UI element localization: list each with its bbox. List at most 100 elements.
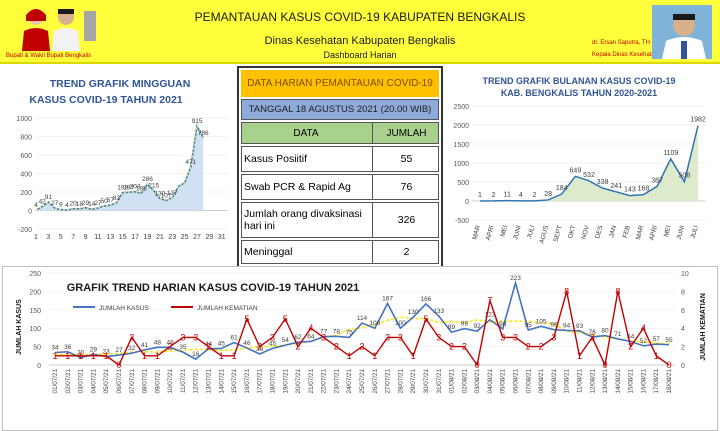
case-data-label: 99	[461, 321, 469, 328]
x-tick-label: NOV	[581, 224, 592, 240]
x-tick-label: 18/07/21	[269, 369, 276, 394]
page-title: PEMANTAUAN KASUS COVID-19 KABUPATEN BENG…	[194, 10, 526, 24]
case-data-label: 45	[269, 340, 277, 347]
case-data-label: 23	[103, 349, 111, 356]
x-tick-label: 22/07/21	[321, 369, 328, 394]
x-tick-label: SEPT	[553, 225, 564, 243]
data-label: 28	[544, 191, 552, 198]
death-data-label: 0	[116, 360, 121, 370]
daily-chart-panel: 0 50 100 150 200 250 0 2 4 6 8 10 JUMLAH KASUS JUMLAH…	[2, 266, 718, 431]
monthly-line	[479, 125, 699, 202]
case-data-label: 45	[218, 340, 226, 347]
case-data-label: 30	[256, 346, 264, 353]
death-data-label: 5	[423, 314, 428, 324]
y-tick-label: 2500	[453, 104, 469, 111]
case-data-label: 32	[128, 345, 136, 352]
case-data-label: 48	[167, 339, 175, 346]
data-label: 786	[198, 130, 209, 137]
case-data-label: 92	[474, 323, 482, 330]
x-tick-label: 10/08/21	[564, 369, 571, 394]
table-row: Kasus Posiitif 55	[241, 146, 439, 172]
case-data-label: 55	[665, 337, 673, 344]
data-label: 649	[570, 167, 582, 174]
row-value: 2	[372, 241, 440, 263]
regent-photo	[8, 5, 98, 51]
case-data-label: 16	[192, 351, 200, 358]
data-label: 197	[123, 184, 134, 191]
x-tick-label: 06/08/21	[513, 369, 520, 394]
death-data-label: 1	[347, 351, 352, 361]
x-tick-label: 13/08/21	[602, 369, 609, 394]
data-label: 91	[45, 194, 53, 201]
row-label: Kasus Posiitif	[244, 153, 308, 165]
case-data-label: 48	[154, 339, 162, 346]
death-data-label: 2	[628, 342, 633, 352]
y-tick-label: 500	[457, 180, 469, 187]
x-tick-label: 05/07/21	[103, 369, 110, 394]
x-tick-label: 16/08/21	[640, 369, 647, 394]
data-label: 1	[478, 192, 482, 199]
x-tick-label: 31	[218, 234, 226, 241]
death-data-label: 1	[104, 351, 109, 361]
x-tick-label: 03/08/21	[474, 369, 481, 394]
x-tick-label: 11/07/21	[180, 369, 187, 394]
data-label: 143	[624, 187, 636, 194]
x-tick-label: 09/08/21	[551, 369, 558, 394]
case-data-label: 89	[448, 324, 456, 331]
case-data-label: 77	[320, 329, 328, 336]
y-tick-label: -500	[455, 218, 469, 225]
data-label: 107	[161, 193, 172, 200]
x-tick-label: 07/07/21	[129, 369, 136, 394]
death-data-label: 3	[513, 332, 518, 342]
data-label: 14	[88, 201, 96, 208]
death-data-label: 2	[539, 342, 544, 352]
case-data-label: 35	[179, 344, 187, 351]
death-data-label: 2	[449, 342, 454, 352]
death-data-label: 3	[270, 332, 275, 342]
case-data-label: 54	[282, 337, 290, 344]
x-tick-label: OKT	[567, 225, 577, 240]
death-data-label: 1	[219, 351, 224, 361]
death-data-label: 3	[129, 332, 134, 342]
x-tick-label: 19	[144, 234, 152, 241]
x-tick-label: 10/07/21	[167, 369, 174, 394]
monthly-chart-title-line1: TREND GRAFIK BULANAN KASUS COVID-19	[482, 76, 675, 86]
death-data-label: 1	[78, 351, 83, 361]
x-tick-label: 23/07/21	[333, 369, 340, 394]
case-data-label: 78	[333, 328, 341, 335]
x-tick-label: JULI	[526, 225, 536, 240]
table-title: DATA HARIAN PEMANTAUAN COVID-19	[241, 70, 439, 97]
x-tick-label: 08/07/21	[142, 369, 149, 394]
x-tick-label: 13	[106, 234, 114, 241]
x-tick-label: 06/07/21	[116, 369, 123, 394]
row-label: Meninggal	[244, 246, 293, 258]
death-data-label: 4	[641, 323, 646, 333]
x-tick-label: 01/07/21	[52, 369, 59, 394]
death-data-label: 8	[615, 286, 620, 296]
death-data-label: 2	[168, 342, 173, 352]
y-axis-label-left: JUMLAH KASUS	[16, 299, 23, 355]
page-subtitle: Dinas Kesehatan Kabupaten Bengkalis	[264, 35, 456, 47]
y-tick-label: 1000	[453, 161, 469, 168]
data-label: 193	[117, 185, 128, 192]
data-label: 1982	[690, 117, 706, 124]
case-data-label: 34	[51, 344, 59, 351]
y-tick-label: 0	[28, 209, 32, 216]
death-data-label: 5	[244, 314, 249, 324]
y-tick-label-right: 8	[681, 289, 685, 296]
case-data-label: 20	[77, 350, 85, 357]
y-tick-label: 2000	[453, 123, 469, 130]
x-tick-label: 3	[46, 234, 50, 241]
case-data-label: 29	[90, 346, 98, 353]
x-tick-label: 25	[181, 234, 189, 241]
cases-line	[54, 279, 670, 361]
death-data-label: 0	[475, 360, 480, 370]
death-data-label: 3	[180, 332, 185, 342]
x-tick-label: 01/08/21	[449, 369, 456, 394]
death-data-label: 1	[65, 351, 70, 361]
table-date: TANGGAL 18 AGUSTUS 2021 (20.00 WIB)	[241, 99, 439, 120]
x-tick-label: 28/07/21	[397, 369, 404, 394]
case-data-label: 93	[576, 323, 584, 330]
case-data-label: 52	[640, 338, 648, 345]
data-label: 215	[148, 183, 159, 190]
